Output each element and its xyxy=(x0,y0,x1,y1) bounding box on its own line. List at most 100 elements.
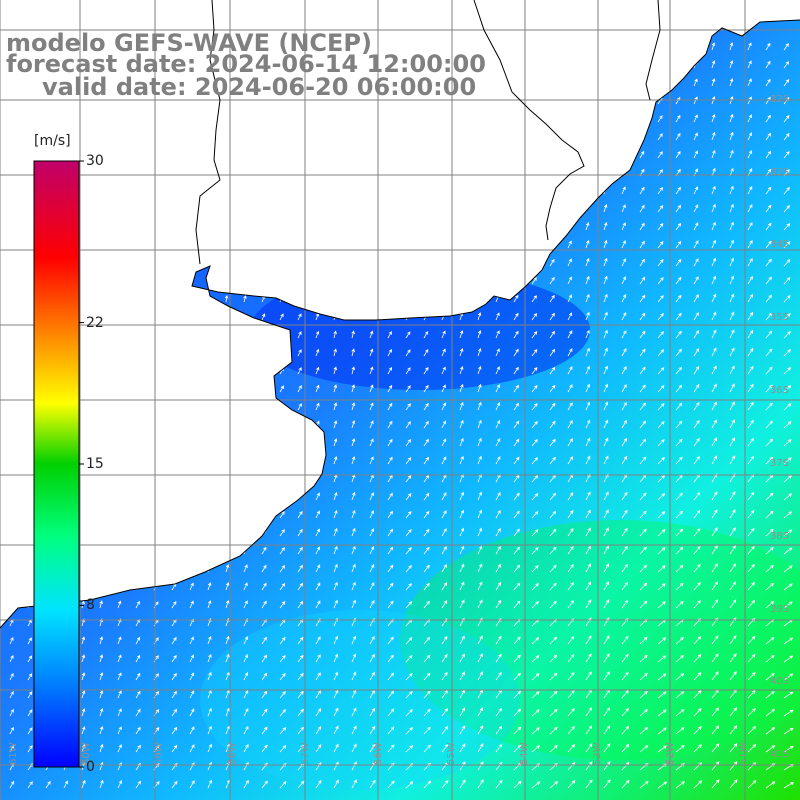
wind-arrow xyxy=(585,365,590,375)
wind-arrow xyxy=(387,205,392,213)
wind-arrow xyxy=(315,240,319,249)
wind-arrow xyxy=(495,581,502,591)
wind-arrow xyxy=(603,599,610,609)
wind-arrow xyxy=(657,493,666,501)
wind-arrow xyxy=(567,132,572,141)
wind-arrow xyxy=(441,726,448,735)
wind-arrow xyxy=(369,348,374,357)
wind-arrow xyxy=(315,366,320,375)
wind-arrow xyxy=(116,241,121,249)
wind-arrow xyxy=(350,115,355,123)
wind-arrow xyxy=(549,43,554,51)
wind-arrow xyxy=(224,205,229,213)
wind-arrow xyxy=(585,671,592,681)
wind-arrow xyxy=(621,707,629,717)
wind-arrow xyxy=(351,384,355,393)
wind-arrow xyxy=(135,457,140,465)
wind-arrow xyxy=(531,637,540,645)
wind-arrow xyxy=(459,294,464,303)
wind-arrow xyxy=(567,744,576,753)
wind-arrow xyxy=(495,96,499,105)
wind-arrow xyxy=(387,708,395,717)
wind-arrow xyxy=(675,204,681,213)
wind-arrow xyxy=(351,527,356,537)
wind-arrow xyxy=(765,600,775,609)
wind-arrow xyxy=(765,510,774,519)
wind-arrow xyxy=(80,277,85,285)
wind-arrow xyxy=(639,744,649,753)
wind-arrow xyxy=(189,349,193,357)
wind-arrow xyxy=(441,690,448,699)
wind-arrow xyxy=(549,384,556,393)
wind-arrow xyxy=(207,600,212,609)
wind-arrow xyxy=(9,403,13,411)
wind-arrow xyxy=(441,492,447,501)
wind-arrow xyxy=(765,709,775,717)
wind-arrow xyxy=(531,709,540,717)
wind-arrow xyxy=(207,546,212,555)
wind-arrow xyxy=(135,277,139,285)
wind-arrow xyxy=(225,671,230,681)
wind-arrow xyxy=(423,582,430,591)
wind-arrow xyxy=(441,186,446,195)
wind-arrow xyxy=(207,456,211,465)
wind-arrow xyxy=(585,707,592,717)
wind-arrow xyxy=(9,672,14,681)
wind-arrow xyxy=(62,152,67,159)
latitude-label: 34S xyxy=(770,239,789,250)
wind-arrow xyxy=(783,385,792,393)
wind-arrow xyxy=(567,384,573,393)
wind-arrow xyxy=(117,726,122,735)
wind-arrow xyxy=(477,527,483,537)
wind-arrow xyxy=(495,186,500,195)
wind-arrow xyxy=(711,78,716,87)
wind-arrow xyxy=(351,707,357,717)
wind-arrow xyxy=(135,439,140,447)
wind-arrow xyxy=(567,330,573,339)
wind-arrow xyxy=(675,456,683,465)
wind-arrow xyxy=(531,115,536,123)
wind-arrow xyxy=(693,545,701,555)
wind-arrow xyxy=(81,510,85,519)
wind-arrow xyxy=(729,257,734,267)
wind-arrow xyxy=(279,655,286,663)
wind-arrow xyxy=(405,349,411,357)
wind-arrow xyxy=(639,510,647,519)
wind-arrow xyxy=(297,438,302,447)
wind-arrow xyxy=(441,510,447,519)
wind-arrow xyxy=(639,258,645,267)
wind-arrow xyxy=(675,294,682,303)
wind-arrow xyxy=(603,491,609,501)
wind-arrow xyxy=(603,114,607,123)
wind-arrow xyxy=(603,635,610,645)
wind-arrow xyxy=(171,421,176,429)
wind-arrow xyxy=(585,743,593,753)
wind-arrow xyxy=(675,150,681,159)
wind-arrow xyxy=(333,743,339,753)
wind-arrow xyxy=(315,259,319,267)
wind-arrow xyxy=(171,511,176,519)
wind-arrow xyxy=(711,60,716,69)
wind-arrow xyxy=(783,745,794,753)
wind-arrow xyxy=(729,509,736,519)
longitude-label: 61W xyxy=(8,742,19,765)
wind-arrow xyxy=(585,329,590,339)
wind-arrow xyxy=(261,744,268,753)
wind-arrow xyxy=(747,419,754,429)
wind-arrow xyxy=(675,402,683,411)
wind-arrow xyxy=(639,222,645,231)
wind-arrow xyxy=(549,133,554,141)
wind-arrow xyxy=(405,115,410,123)
wind-arrow xyxy=(495,653,502,663)
wind-arrow xyxy=(783,565,793,573)
wind-arrow xyxy=(693,563,701,573)
wind-arrow xyxy=(729,113,734,123)
colorbar-tick-label: 8 xyxy=(86,597,95,614)
wind-arrow xyxy=(261,151,265,159)
wind-arrow xyxy=(225,707,230,717)
wind-arrow xyxy=(711,257,716,267)
wind-arrow xyxy=(711,761,720,771)
wind-arrow xyxy=(747,329,754,339)
wind-arrow xyxy=(135,367,139,375)
